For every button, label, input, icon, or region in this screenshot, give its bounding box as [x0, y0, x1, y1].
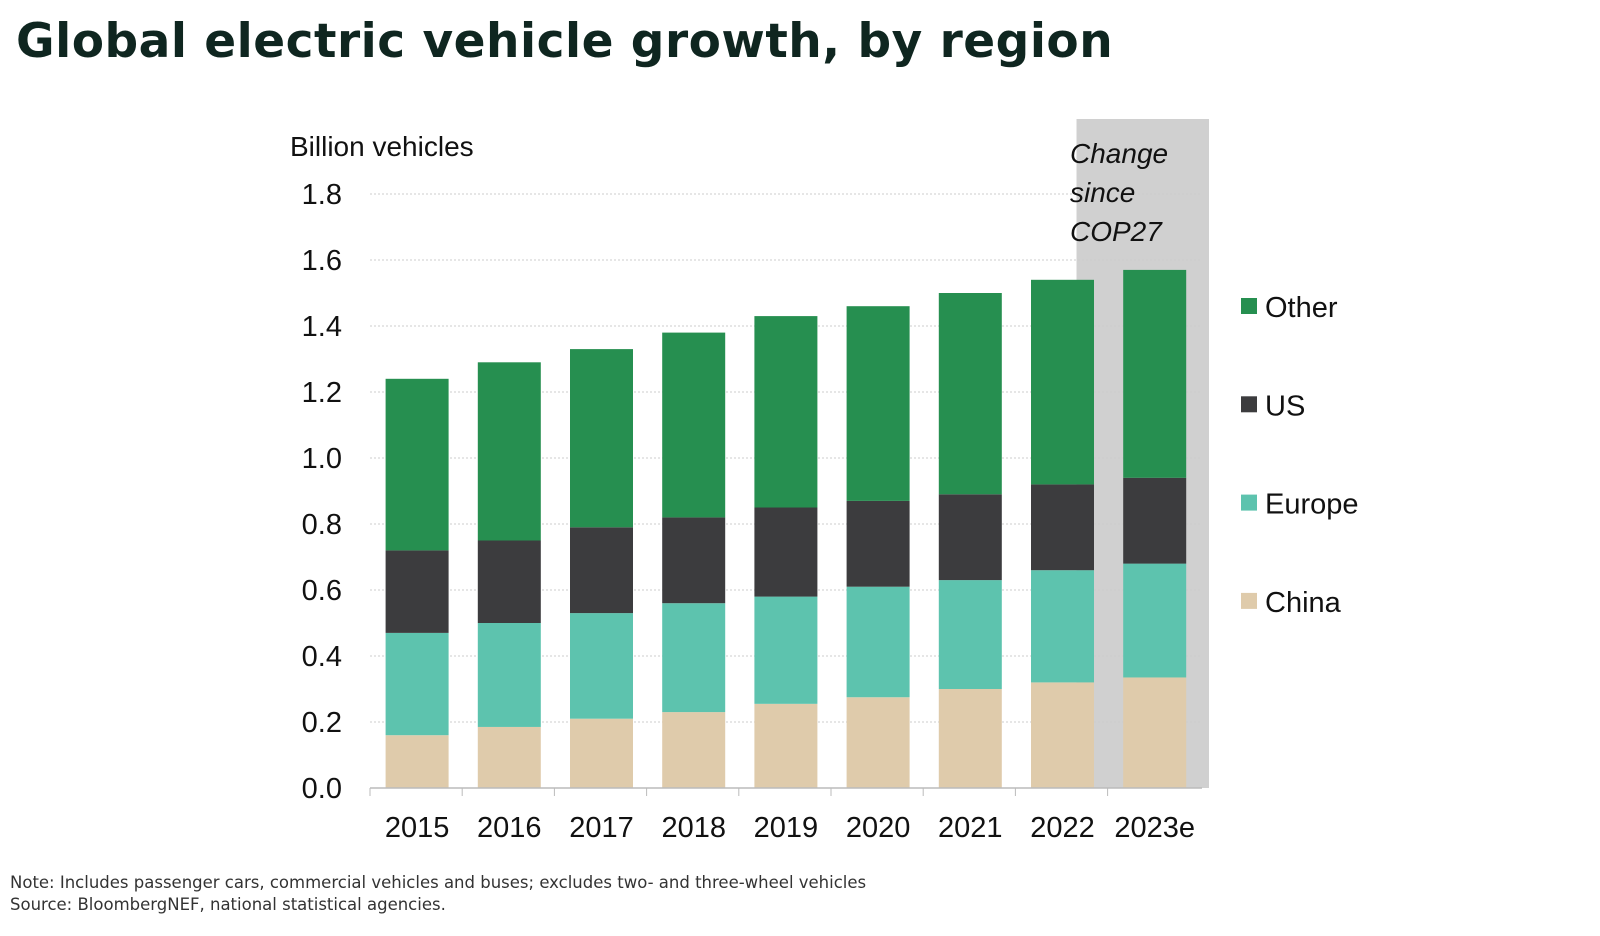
x-tick-label: 2020	[846, 812, 911, 844]
bar-europe-2018	[662, 603, 726, 713]
x-tick-label: 2018	[661, 812, 726, 844]
annotation-line-1: Change	[1070, 138, 1168, 169]
bar-other-2020	[846, 306, 910, 501]
legend: Other US Europe China	[1241, 292, 1359, 619]
bar-us-2019	[754, 507, 818, 597]
bars	[385, 269, 1187, 788]
legend-swatch-europe	[1241, 494, 1257, 511]
bar-us-2021	[938, 494, 1002, 581]
bar-china-2019	[754, 703, 818, 788]
y-tick-label: 1.8	[302, 179, 342, 211]
bar-china-2016	[477, 726, 541, 788]
y-tick-label: 1.6	[302, 245, 342, 277]
y-tick-label: 0.0	[302, 773, 342, 805]
source-text: Source: BloombergNEF, national statistic…	[10, 895, 446, 914]
legend-label-europe: Europe	[1265, 489, 1359, 521]
x-tick-label: 2023e	[1114, 812, 1195, 844]
x-tick-label: 2015	[385, 812, 450, 844]
x-tick-label: 2021	[938, 812, 1003, 844]
bar-other-2023e	[1123, 269, 1187, 478]
bar-europe-2016	[477, 623, 541, 727]
bar-us-2017	[570, 527, 633, 614]
annotation-line-2: since	[1070, 177, 1135, 208]
stacked-bar-chart: 2015 2016 2017 2018 2019 2020 2021 2022 2023e 0.…	[290, 119, 1359, 844]
bar-europe-2023e	[1123, 563, 1187, 678]
bar-other-2015	[385, 378, 449, 551]
bar-china-2017	[570, 718, 633, 788]
legend-label-us: US	[1265, 390, 1305, 422]
chart-title: Global electric vehicle growth, by regio…	[16, 14, 1114, 69]
bar-other-2017	[570, 349, 633, 528]
bar-other-2022	[1031, 279, 1094, 485]
bar-us-2015	[385, 550, 449, 633]
bar-europe-2019	[754, 596, 818, 704]
note-text: Note: Includes passenger cars, commercia…	[10, 873, 867, 892]
bar-other-2021	[938, 293, 1002, 495]
bar-us-2018	[662, 517, 726, 604]
x-tick-label: 2022	[1030, 812, 1095, 844]
legend-swatch-us	[1241, 396, 1257, 413]
legend-swatch-other	[1241, 298, 1257, 314]
y-tick-label: 1.2	[302, 377, 342, 409]
bar-china-2022	[1031, 682, 1094, 788]
bar-china-2023e	[1123, 677, 1187, 788]
bar-china-2015	[385, 735, 449, 788]
bar-europe-2020	[846, 586, 910, 698]
bar-europe-2021	[938, 580, 1002, 689]
y-tick-label: 0.6	[302, 575, 342, 607]
legend-swatch-china	[1241, 592, 1257, 609]
bar-china-2018	[662, 712, 726, 788]
bar-europe-2017	[570, 613, 633, 719]
y-axis-label: Billion vehicles	[290, 131, 474, 162]
y-tick-label: 0.8	[302, 509, 342, 541]
bar-europe-2022	[1031, 570, 1094, 683]
y-tick-labels: 0.0 0.2 0.4 0.6 0.8 1.0 1.2 1.4 1.6 1.8	[302, 179, 342, 805]
bar-us-2023e	[1123, 477, 1187, 564]
bar-us-2020	[846, 500, 910, 587]
bar-other-2019	[754, 316, 818, 508]
legend-label-other: Other	[1265, 292, 1338, 324]
bar-us-2022	[1031, 484, 1094, 571]
bar-other-2018	[662, 332, 726, 518]
x-tick-label: 2019	[754, 812, 819, 844]
y-tick-label: 0.2	[302, 707, 342, 739]
bar-china-2021	[938, 689, 1002, 788]
y-tick-label: 1.0	[302, 443, 342, 475]
bar-other-2016	[477, 362, 541, 541]
x-tick-label: 2016	[477, 812, 542, 844]
y-tick-label: 1.4	[302, 311, 342, 343]
y-tick-label: 0.4	[302, 641, 342, 673]
legend-label-china: China	[1265, 587, 1342, 619]
bar-us-2016	[477, 540, 541, 623]
bar-china-2020	[846, 697, 910, 788]
x-tick-labels: 2015 2016 2017 2018 2019 2020 2021 2022 2023e	[369, 788, 1195, 844]
bar-europe-2015	[385, 632, 449, 736]
x-tick-label: 2017	[569, 812, 634, 844]
footnotes: Note: Includes passenger cars, commercia…	[10, 872, 866, 916]
annotation-line-3: COP27	[1070, 216, 1163, 247]
